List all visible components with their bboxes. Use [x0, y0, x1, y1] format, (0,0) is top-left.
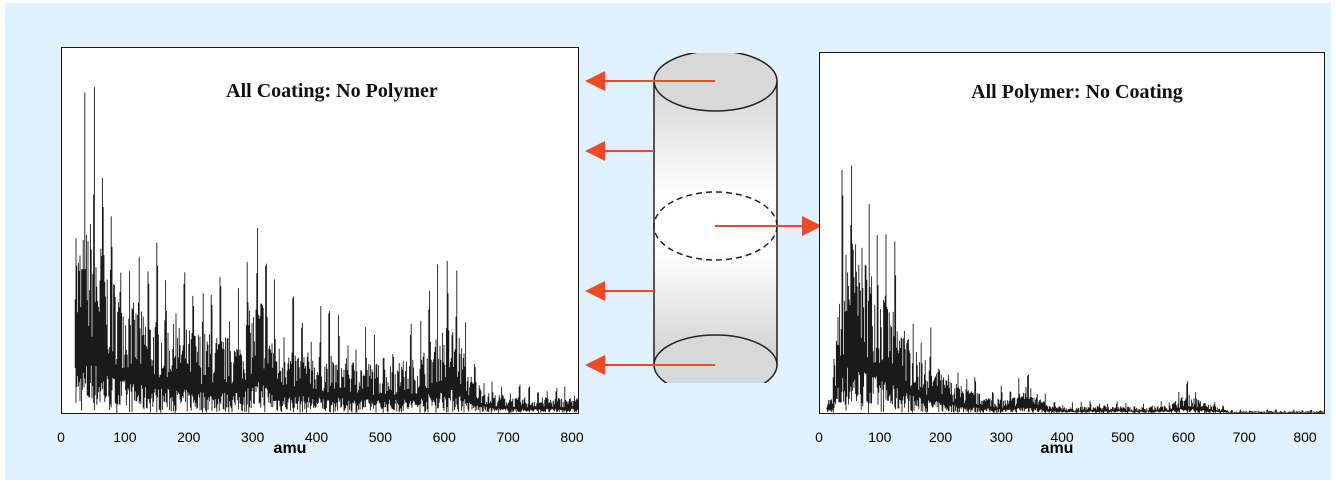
- x-tick-label: 600: [432, 429, 456, 445]
- x-tick-label: 800: [560, 429, 584, 445]
- chart-title: All Polymer: No Coating: [971, 81, 1183, 103]
- x-tick-label: 500: [368, 429, 393, 445]
- x-tick-label: 400: [304, 429, 329, 445]
- arrow-left-icon: [585, 71, 715, 375]
- cylinder-icon: [653, 53, 778, 383]
- x-tick-label: 300: [240, 429, 265, 445]
- x-tick-label: 600: [1171, 429, 1196, 445]
- x-axis-label: amu: [273, 440, 307, 457]
- x-tick-label: 800: [1293, 429, 1317, 445]
- x-tick-label: 200: [177, 429, 201, 445]
- spectrum-plot-coating: All Coating: No Polymer: [61, 47, 579, 414]
- x-tick-label: 200: [928, 429, 953, 445]
- x-tick-label: 300: [989, 429, 1013, 445]
- spectrum-trace: [74, 87, 579, 413]
- x-tick-label: 700: [1232, 429, 1256, 445]
- spectrum-trace-polymer: [826, 165, 1325, 413]
- x-tick-label: 100: [868, 429, 892, 445]
- x-tick-label: 0: [57, 429, 65, 445]
- x-tick-label: 700: [496, 429, 520, 445]
- x-tick-label: 500: [1111, 429, 1135, 445]
- x-tick-label: 100: [113, 429, 137, 445]
- x-tick-label: 400: [1050, 429, 1074, 445]
- x-axis-label: amu: [1040, 440, 1074, 457]
- figure-panel: All Coating: No Polymer 0 100 200 300 400 500…: [5, 3, 1331, 480]
- spectrum-trace: [826, 165, 1325, 413]
- spectrum-plot-polymer: All Polymer: No Coating: [819, 52, 1325, 414]
- x-tick-label: 0: [815, 429, 823, 445]
- sample-cylinder-diagram: [585, 53, 822, 383]
- spectrum-trace-coating: [74, 87, 579, 413]
- chart-title: All Coating: No Polymer: [226, 80, 438, 102]
